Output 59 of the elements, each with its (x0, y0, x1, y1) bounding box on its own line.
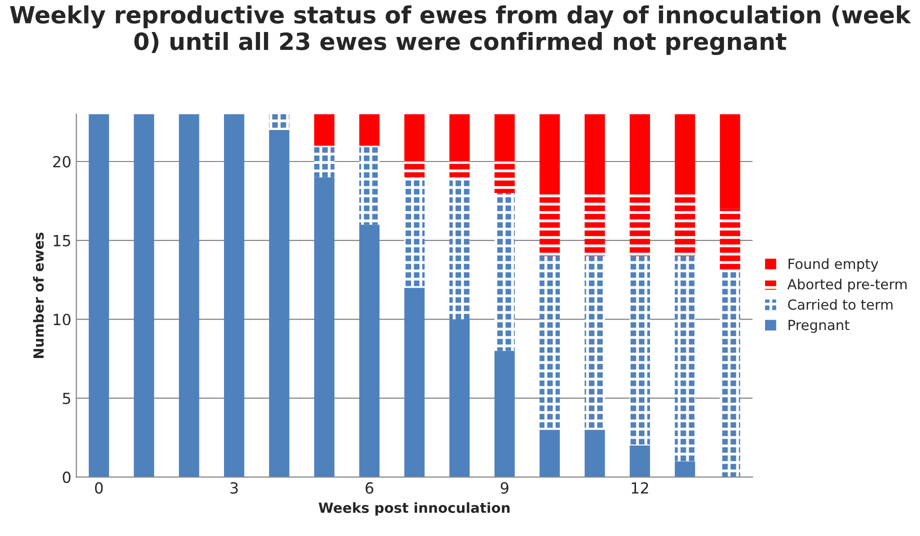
bar (584, 256, 605, 430)
bar (494, 162, 515, 194)
bar (674, 461, 696, 478)
bar (494, 350, 515, 478)
bar (540, 430, 560, 478)
x-tick-label: 3 (230, 482, 238, 494)
chart-title: Weekly reproductive status of ewes from day of innoculation (week 0) until all 23 ewes were confirmed not pregnant (10, 5, 912, 56)
bar (584, 114, 605, 194)
legend-label: Carried to term (788, 299, 892, 310)
legend-label: Aborted pre-term (787, 278, 907, 292)
bar (494, 193, 515, 351)
bar (674, 114, 696, 194)
bar (404, 177, 425, 288)
bar (134, 114, 154, 478)
legend-label: Pregnant (788, 320, 850, 333)
bar (674, 256, 696, 462)
bar (269, 130, 290, 478)
bar (674, 193, 696, 256)
y-axis-title: Number of ewes (33, 232, 44, 358)
bar (720, 272, 740, 478)
y-tick-label: 5 (62, 392, 70, 404)
x-axis-title: Weeks post innoculation (318, 502, 510, 516)
bar (540, 193, 560, 256)
bar (449, 177, 470, 320)
bar (449, 162, 470, 178)
x-tick-label: 9 (500, 482, 508, 494)
bar (269, 114, 290, 130)
bar (314, 177, 334, 478)
bar (630, 445, 650, 478)
bar (584, 193, 605, 256)
legend-label: Found empty (788, 258, 878, 272)
bar (224, 114, 244, 478)
bar (404, 288, 425, 478)
x-tick-label: 12 (632, 482, 648, 494)
bar (494, 114, 515, 162)
bar (630, 193, 650, 256)
bar (88, 114, 110, 478)
bar (630, 256, 650, 446)
bar (314, 114, 334, 146)
bar (404, 162, 425, 178)
bar (584, 430, 605, 478)
bar (449, 319, 470, 478)
y-tick-label: 0 (62, 472, 70, 484)
bar (359, 114, 380, 146)
bar (540, 256, 560, 430)
bar (314, 146, 334, 178)
bar (540, 114, 560, 194)
y-tick-label: 20 (53, 156, 70, 168)
bar (630, 114, 650, 194)
bar (359, 224, 380, 478)
y-tick-label: 15 (54, 235, 70, 246)
y-tick-label: 10 (54, 314, 70, 326)
bar (720, 114, 740, 209)
bar (404, 114, 425, 162)
x-tick-label: 0 (95, 482, 103, 494)
bar (359, 146, 380, 225)
bar (449, 114, 470, 162)
bar (178, 114, 200, 478)
x-tick-label: 6 (366, 482, 374, 494)
